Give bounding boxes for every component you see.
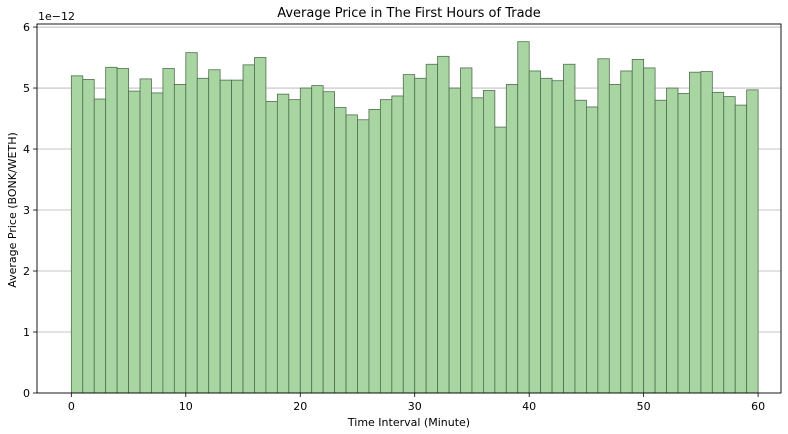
- bar-minute-28: [391, 95, 404, 394]
- bar-minute-23: [334, 107, 347, 394]
- bar-minute-14: [231, 79, 244, 394]
- bar-minute-6: [139, 78, 152, 394]
- plot-frame: [36, 23, 782, 394]
- y-tick-label-4: 4: [23, 143, 30, 156]
- bar-minute-47: [608, 83, 622, 394]
- bar-minute-51: [654, 99, 667, 394]
- bar-minute-16: [254, 57, 267, 394]
- bar-minute-52: [666, 87, 679, 394]
- bar-minute-26: [368, 108, 381, 394]
- bar-minute-50: [643, 67, 656, 394]
- bar-minute-17: [265, 101, 278, 394]
- bar-minute-46: [597, 58, 610, 394]
- bar-minute-5: [128, 90, 141, 394]
- bar-minute-44: [574, 99, 587, 394]
- bar-minute-21: [311, 85, 324, 394]
- bar-minute-39: [517, 41, 530, 394]
- x-tick-label-40: 40: [522, 400, 536, 413]
- bar-minute-35: [471, 97, 484, 394]
- bar-minute-7: [151, 92, 164, 394]
- y-axis-label: Average Price (BONK/WETH): [6, 132, 19, 288]
- bar-minute-4: [116, 68, 129, 394]
- bar-minute-55: [700, 71, 713, 394]
- y-tick-label-1: 1: [23, 326, 30, 339]
- y-tick-label-2: 2: [23, 265, 30, 278]
- bar-minute-36: [482, 90, 496, 394]
- bar-minute-11: [196, 77, 210, 394]
- bar-minute-10: [185, 52, 198, 394]
- y-tick-label-0: 0: [23, 387, 30, 400]
- bar-minute-42: [551, 80, 564, 394]
- bar-minute-40: [528, 70, 542, 394]
- bar-minute-57: [723, 96, 736, 394]
- bar-minute-0: [70, 75, 84, 394]
- y-axis-ticks: 0 1 2 3 4 5 6: [23, 21, 37, 400]
- bar-minute-32: [437, 55, 450, 394]
- bar-minute-48: [620, 70, 633, 394]
- y-tick-label-6: 6: [23, 21, 30, 34]
- bar-minute-54: [689, 71, 702, 394]
- x-tick-label-50: 50: [637, 400, 651, 413]
- x-axis-label: Time Interval (Minute): [347, 416, 470, 429]
- bar-minute-53: [677, 93, 690, 394]
- bar-minute-45: [586, 106, 599, 394]
- bar-minute-19: [288, 99, 301, 394]
- y-scale-note: 1e−12: [38, 10, 75, 23]
- chart-title: Average Price in The First Hours of Trad…: [277, 6, 541, 21]
- x-tick-label-10: 10: [179, 400, 193, 413]
- bar-minute-58: [734, 104, 748, 394]
- bar-minute-18: [276, 93, 290, 394]
- x-tick-label-20: 20: [293, 400, 307, 413]
- x-tick-label-30: 30: [408, 400, 422, 413]
- bar-minute-1: [82, 79, 95, 394]
- bar-minute-2: [93, 98, 107, 394]
- bar-minute-15: [242, 64, 255, 394]
- bars: [70, 41, 759, 394]
- bar-minute-31: [425, 63, 439, 394]
- bar-minute-56: [711, 91, 725, 394]
- bar-minute-27: [379, 99, 393, 394]
- bar-minute-22: [322, 91, 335, 394]
- x-axis-ticks: 0 10 20 30 40 50 60: [68, 393, 765, 413]
- bar-minute-30: [414, 77, 427, 394]
- bar-minute-59: [746, 89, 759, 394]
- bar-minute-34: [460, 67, 473, 394]
- bar-minute-20: [299, 87, 313, 394]
- bar-minute-43: [563, 63, 576, 394]
- bar-minute-25: [357, 119, 370, 394]
- y-tick-label-5: 5: [23, 82, 30, 95]
- y-tick-label-3: 3: [23, 204, 30, 217]
- bar-minute-49: [631, 58, 645, 394]
- x-tick-label-60: 60: [751, 400, 765, 413]
- bar-minute-41: [540, 77, 553, 394]
- bar-minute-9: [173, 83, 187, 394]
- bar-minute-37: [494, 126, 507, 394]
- bar-minute-29: [402, 74, 416, 394]
- bar-minute-8: [162, 68, 175, 394]
- x-tick-label-0: 0: [68, 400, 75, 413]
- bar-minute-3: [105, 66, 118, 394]
- bar-minute-13: [219, 79, 232, 394]
- bar-minute-24: [345, 114, 358, 394]
- bar-minute-12: [208, 69, 221, 394]
- bar-minute-38: [505, 83, 519, 394]
- bar-minute-33: [448, 87, 461, 394]
